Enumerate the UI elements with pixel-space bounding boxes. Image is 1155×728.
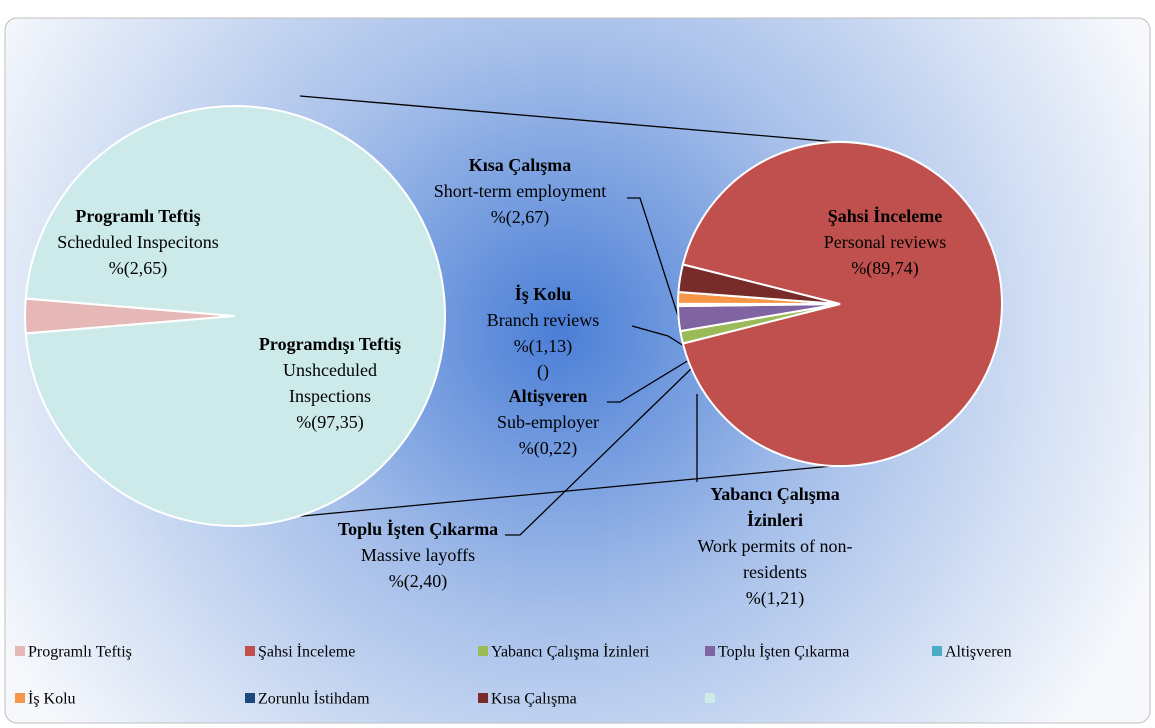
- data-label: Şahsi İnceleme Personal reviews %(89,74): [824, 206, 946, 279]
- label-line: (): [537, 361, 549, 382]
- label-line: Branch reviews: [487, 310, 599, 330]
- legend-label: Yabancı Çalışma İzinleri: [491, 643, 650, 661]
- pie-slice: [677, 263, 841, 305]
- label-line: %(2,67): [491, 207, 549, 228]
- label-line: %(1,21): [746, 588, 804, 609]
- label-line: Massive layoffs: [361, 545, 475, 565]
- connectors: [249, 95, 837, 536]
- legend-swatch: [705, 646, 715, 656]
- legend-label: Programlı Teftiş: [28, 644, 132, 661]
- connector-line: [299, 95, 837, 143]
- label-line: %(0,22): [519, 438, 577, 459]
- label-line: Work permits of non-: [697, 536, 852, 556]
- label-line: Altişveren: [509, 386, 588, 406]
- legend-label: Kısa Çalışma: [491, 691, 577, 708]
- data-label: Kısa Çalışma Short-term employment %(2,67): [434, 155, 606, 228]
- label-line: Short-term employment: [434, 181, 606, 201]
- label-line: Kısa Çalışma: [469, 155, 572, 175]
- label-line: %(2,40): [389, 571, 447, 592]
- legend-swatch: [932, 646, 942, 656]
- legend-swatch: [478, 693, 488, 703]
- label-line: İzinleri: [747, 510, 803, 530]
- label-line: Inspections: [289, 386, 371, 406]
- legend-swatch: [15, 693, 25, 703]
- pie-slice: [681, 141, 1003, 467]
- leader-line: [505, 367, 693, 536]
- label-line: Programdışı Teftiş: [259, 334, 401, 354]
- connector-line: [249, 465, 833, 522]
- legend-swatch: [15, 646, 25, 656]
- label-line: %(2,65): [109, 258, 167, 279]
- legend-label: Toplu İşten Çıkarma: [718, 643, 849, 661]
- legend-label: Şahsi İnceleme: [258, 643, 355, 661]
- pie-slice: [24, 105, 446, 527]
- legend-swatch: [245, 646, 255, 656]
- data-label: Altişveren Sub-employer %(0,22): [497, 386, 599, 459]
- leader-line: [631, 325, 685, 347]
- legend-label: Altişveren: [945, 644, 1012, 661]
- label-line: Unshceduled: [283, 360, 377, 380]
- pies: [24, 105, 1003, 527]
- data-label: Programdışı Teftiş Unshceduled Inspections…: [259, 334, 401, 433]
- legend-swatch: [705, 693, 715, 703]
- legend: Programlı Teftiş Şahsi İnceleme Yabancı Ça…: [15, 643, 1012, 708]
- data-label: İş Kolu Branch reviews %(1,13): [487, 284, 599, 357]
- legend-swatch: [478, 646, 488, 656]
- data-label: Programlı Teftiş Scheduled Inspecitons %(2…: [57, 206, 218, 279]
- leader-line: [607, 359, 690, 403]
- label-line: İş Kolu: [515, 284, 572, 304]
- label-line: Programlı Teftiş: [75, 206, 200, 226]
- label-line: Toplu İşten Çıkarma: [338, 519, 498, 539]
- label-line: Yabancı Çalışma: [710, 484, 840, 504]
- leader-line: [627, 197, 681, 323]
- label-line: Şahsi İnceleme: [828, 206, 943, 226]
- data-label: Toplu İşten Çıkarma Massive layoffs %(2,40…: [338, 519, 498, 592]
- label-line: residents: [743, 562, 807, 582]
- label-line: Scheduled Inspecitons: [57, 232, 218, 252]
- label-line: %(89,74): [851, 258, 918, 279]
- data-labels: Programlı Teftiş Scheduled Inspecitons %(2…: [57, 155, 946, 609]
- label-line: Sub-employer: [497, 412, 599, 432]
- label-line: %(1,13): [514, 336, 572, 357]
- label-line: %(97,35): [296, 412, 363, 433]
- data-label: (): [537, 361, 549, 382]
- legend-label: Zorunlu İstihdam: [258, 690, 370, 708]
- legend-swatch: [245, 693, 255, 703]
- label-line: Personal reviews: [824, 232, 946, 252]
- data-label: Yabancı Çalışma İzinleri Work permits of n…: [697, 484, 852, 609]
- legend-label: İş Kolu: [28, 690, 76, 708]
